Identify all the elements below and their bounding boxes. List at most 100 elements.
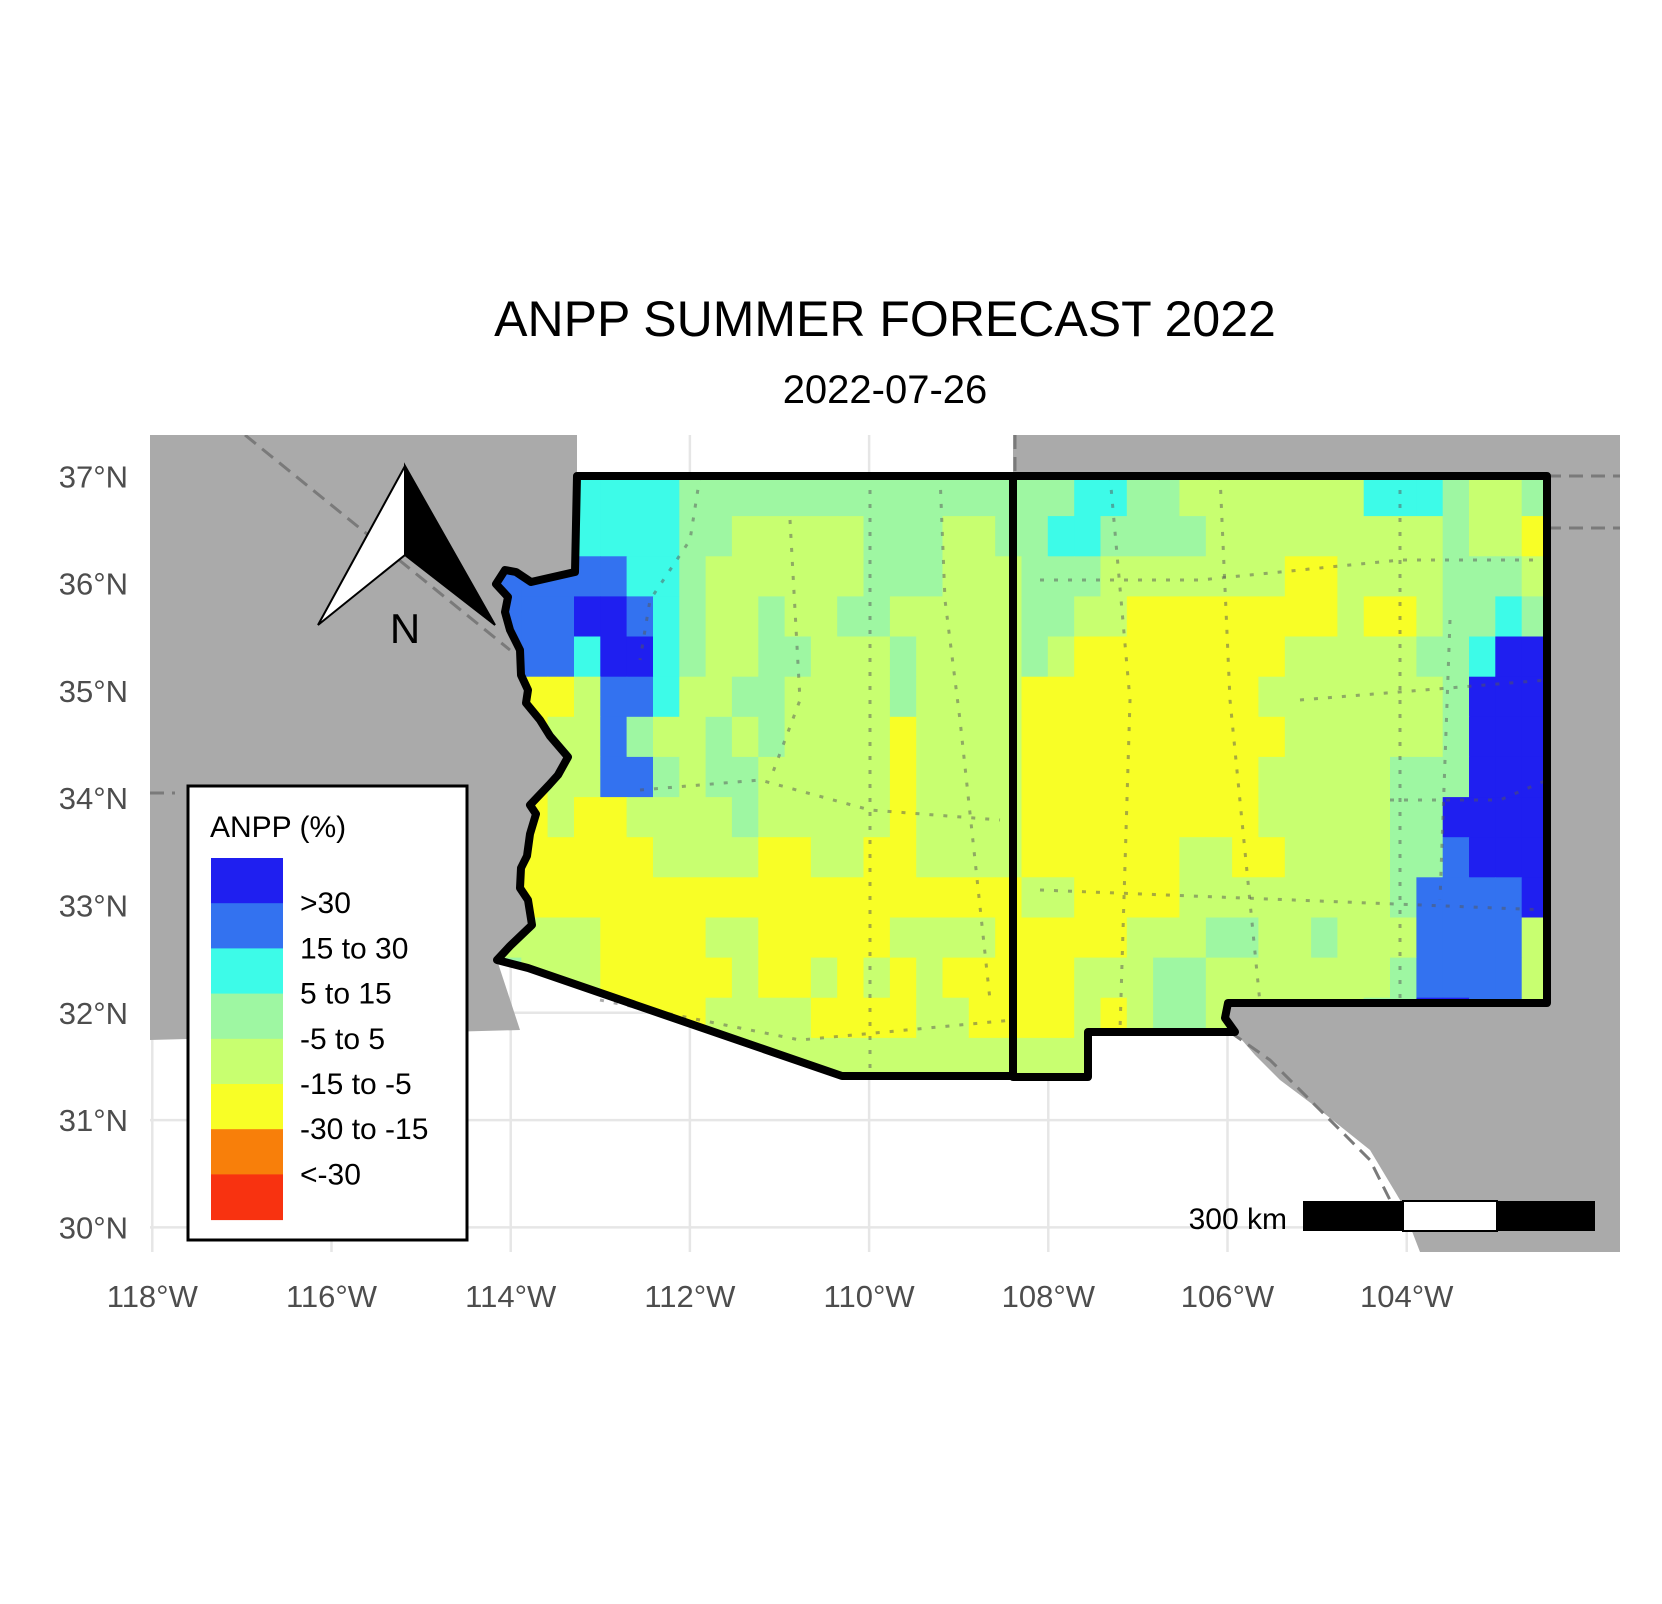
raster-cell [1153,556,1180,597]
legend-key-5 [211,1084,283,1130]
new-mexico-border [1009,472,1551,1081]
y-tick-label: 31°N [59,1103,128,1138]
raster-cell [679,756,707,798]
raster-cell [1442,636,1470,678]
raster-cell [1179,476,1207,517]
raster-cell [1337,837,1365,878]
raster-cell [1258,837,1286,878]
scale-bar: 300 km [1189,1200,1595,1236]
raster-cell [863,636,891,678]
raster-cell [1495,877,1523,918]
raster-cell [837,596,865,638]
raster-cell [995,957,1023,999]
raster-cell [1469,797,1496,838]
y-tick-label: 35°N [59,674,128,709]
raster-cell [942,797,970,838]
raster-cell [1153,716,1180,758]
raster-cell [1311,596,1338,638]
raster-cell [1495,957,1523,999]
raster-cell [1179,716,1207,758]
raster-cell [995,797,1023,838]
raster-cell [810,676,838,718]
raster-cell [1021,476,1049,517]
raster-cell [679,516,707,557]
raster-cell [784,877,812,918]
raster-cell [995,997,1023,1039]
raster-cell [1469,476,1496,517]
raster-cell [1469,716,1496,758]
raster-cell [1100,516,1128,557]
raster-cell [942,716,970,758]
legend-key-3 [211,993,283,1040]
raster-cell [731,756,759,798]
raster-cell [547,837,575,878]
raster-cell [1258,756,1286,798]
raster-cell [1311,676,1338,718]
raster-cell [547,596,575,638]
raster-cell [1126,716,1154,758]
raster-cell [679,636,707,678]
raster-cell [995,636,1023,678]
raster-cell [679,716,707,758]
raster-cell [758,957,786,999]
raster-cell [968,716,996,758]
raster-cell [600,516,628,557]
raster-cell [1311,716,1338,758]
raster-cell [626,756,654,798]
raster-cell [810,877,838,918]
raster-cell [942,556,970,597]
raster-cell [600,676,628,718]
raster-cell [1258,556,1286,597]
raster-cell [1284,797,1312,838]
x-tick-label: 104°W [1360,1279,1454,1314]
raster-cell [731,716,759,758]
raster-cell [653,877,680,918]
raster-cell [1442,596,1470,638]
raster-cell [1179,837,1207,878]
land-texas-mexico [1225,1003,1595,1252]
raster-cell [600,756,628,798]
raster-cell [1363,676,1391,718]
raster-cell [1416,797,1444,838]
raster-cell [889,556,917,597]
raster-cell [1390,957,1417,999]
raster-cell [995,676,1023,718]
raster-cell [889,716,917,758]
raster-cell [1416,556,1444,597]
raster-cell [1021,676,1049,718]
raster-cell [600,556,628,597]
raster-cell [705,556,733,597]
raster-cell [1311,636,1338,678]
raster-cell [942,877,970,918]
raster-cell [1021,556,1049,597]
raster-cell [837,516,865,557]
raster-cell [705,957,733,999]
raster-cell [1205,516,1233,557]
raster-cell [916,1037,944,1077]
raster-cell [1337,756,1365,798]
raster-cell [758,716,786,758]
raster-cell [679,596,707,638]
raster-cell [1495,716,1523,758]
raster-cell [1074,957,1102,999]
raster-cell [731,877,759,918]
raster-cell [521,636,549,678]
raster-cell [1074,516,1102,557]
raster-cell [1179,676,1207,718]
county-line [938,475,992,1001]
raster-cell [1258,596,1286,638]
raster-cell [1311,556,1338,597]
raster-cell [942,676,970,718]
raster-cell [1153,756,1180,798]
raster-cell [1047,997,1075,1039]
raster-cell [889,957,917,999]
raster-cell [1047,716,1075,758]
raster-cell [837,877,865,918]
raster-cell [1363,716,1391,758]
raster-cell [1337,877,1365,918]
raster-cell [731,676,759,718]
raster-cell [889,797,917,838]
raster-cell [863,917,891,959]
raster-cell [916,957,944,999]
raster-cell [574,596,601,638]
